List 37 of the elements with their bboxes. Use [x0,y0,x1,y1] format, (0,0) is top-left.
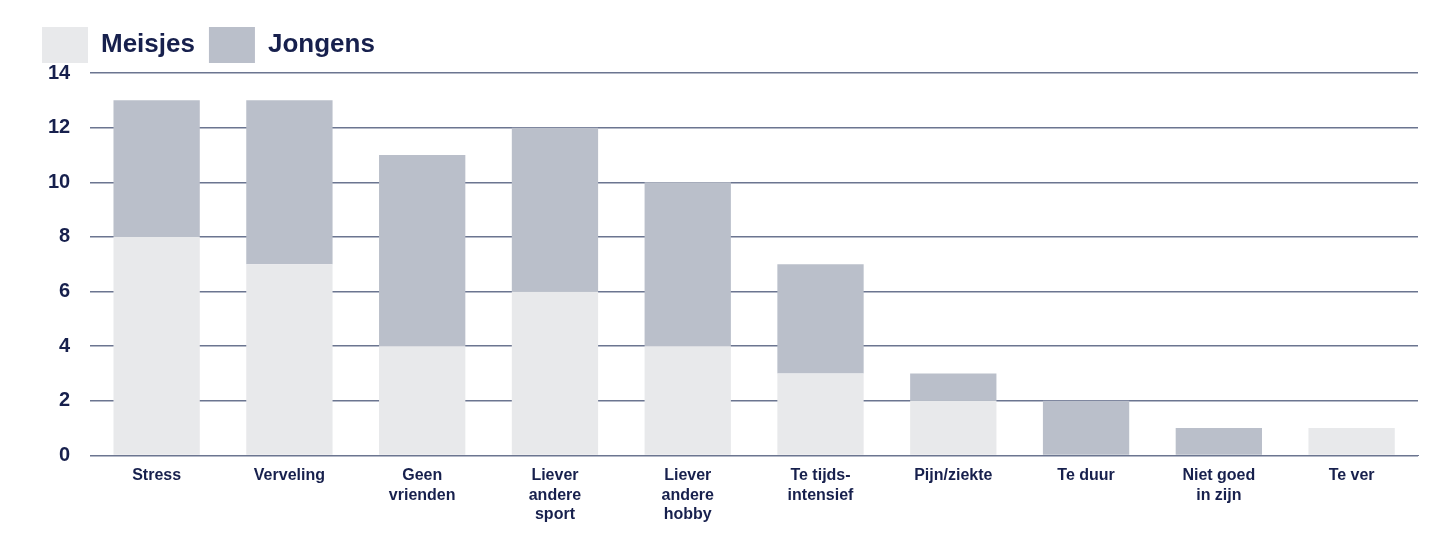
bar [1175,428,1262,455]
x-tick-label: Te ver [1328,466,1375,484]
bar [113,236,200,455]
bar [379,154,466,347]
y-tick-label: 4 [59,333,72,356]
bar [777,373,864,455]
bar [777,264,864,374]
y-tick-label: 8 [59,224,71,247]
y-tick-label: 2 [59,388,71,411]
x-tick-label: Te tijds-intensief [787,466,855,503]
x-tick-label: Liever andere sport [528,466,582,522]
bar [379,346,466,455]
x-tick-label: Verveling [253,466,325,484]
bar [113,100,200,237]
x-tick-label: Geen vrienden [388,466,456,503]
bar [644,182,731,347]
y-tick-label: 6 [59,279,71,302]
y-tick-label: 10 [48,169,71,192]
legend-label: Jongens [267,28,375,59]
y-tick-label: 14 [48,60,72,83]
legend-label: Meisjes [101,28,195,59]
x-tick-label: Liever andere hobby [661,466,715,522]
bar [246,264,333,455]
bar [910,373,997,401]
bar [644,346,731,455]
x-tick-label: Pijn/ziekte [914,466,993,484]
x-tick-label: Te duur [1057,466,1115,484]
bar [910,400,997,455]
y-tick-label: 12 [48,115,71,138]
y-tick-label: 0 [59,442,71,465]
bar [246,100,333,265]
x-tick-label: Stress [132,466,182,484]
bar [511,291,599,455]
bar [511,127,599,292]
x-tick-label: Niet goed in zijn [1182,466,1256,503]
bar [1308,428,1395,455]
bar [1042,400,1130,455]
